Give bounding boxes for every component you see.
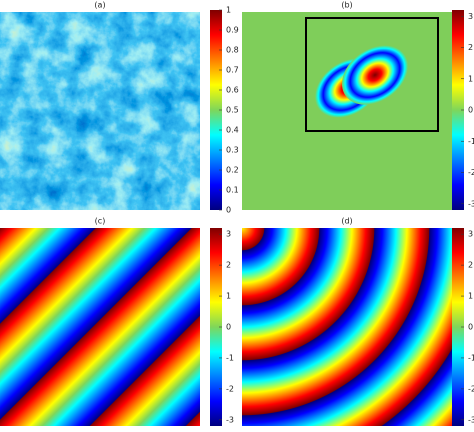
panel-title: (c) (95, 217, 106, 226)
colorbar-tick-label: 3 (226, 230, 231, 239)
image-b (242, 12, 452, 210)
colorbar-tick-label: 0.3 (226, 146, 239, 155)
colorbar-tick-label: 1 (226, 6, 231, 15)
colorbar (210, 228, 222, 426)
colorbar-tick-label: 2 (226, 261, 231, 270)
colorbar-tick-label: 0.2 (226, 166, 239, 175)
colorbar-tick-label: 3 (468, 12, 473, 21)
colorbar-tick-label: 0.7 (226, 66, 239, 75)
colorbar-tick-label: 0 (468, 323, 473, 332)
colorbar-tick-label: 1 (468, 74, 473, 83)
image-c (0, 228, 200, 426)
panel-title: (a) (94, 1, 105, 10)
image-a (0, 12, 200, 210)
colorbar-tick-label: 0 (468, 106, 473, 115)
colorbar-tick-label: -3 (468, 415, 474, 424)
colorbar-tick-label: 3 (468, 230, 473, 239)
image-d (242, 228, 452, 426)
panel-title: (b) (341, 1, 352, 10)
colorbar-tick-label: -3 (226, 415, 234, 424)
colorbar-tick-label: 2 (468, 43, 473, 52)
colorbar-tick-label: -2 (468, 168, 474, 177)
colorbar-tick-label: 1 (468, 292, 473, 301)
colorbar-tick-label: 0 (226, 206, 231, 215)
colorbar-tick-label: -1 (468, 137, 474, 146)
colorbar-tick-label: -1 (226, 353, 234, 362)
colorbar-tick-label: -2 (468, 384, 474, 393)
colorbar (452, 10, 464, 210)
colorbar (210, 10, 222, 210)
colorbar-tick-label: 0.6 (226, 86, 239, 95)
colorbar-tick-label: 2 (468, 261, 473, 270)
colorbar (452, 228, 464, 426)
colorbar-tick-label: 0.9 (226, 26, 239, 35)
colorbar-tick-label: 0 (226, 323, 231, 332)
colorbar-tick-label: 1 (226, 292, 231, 301)
colorbar-tick-label: 0.8 (226, 46, 239, 55)
colorbar-tick-label: -3 (468, 199, 474, 208)
colorbar-tick-label: -1 (468, 353, 474, 362)
colorbar-tick-label: 0.1 (226, 186, 239, 195)
colorbar-tick-label: 0.5 (226, 106, 239, 115)
colorbar-tick-label: 0.4 (226, 126, 239, 135)
colorbar-tick-label: -2 (226, 384, 234, 393)
panel-title: (d) (341, 217, 352, 226)
